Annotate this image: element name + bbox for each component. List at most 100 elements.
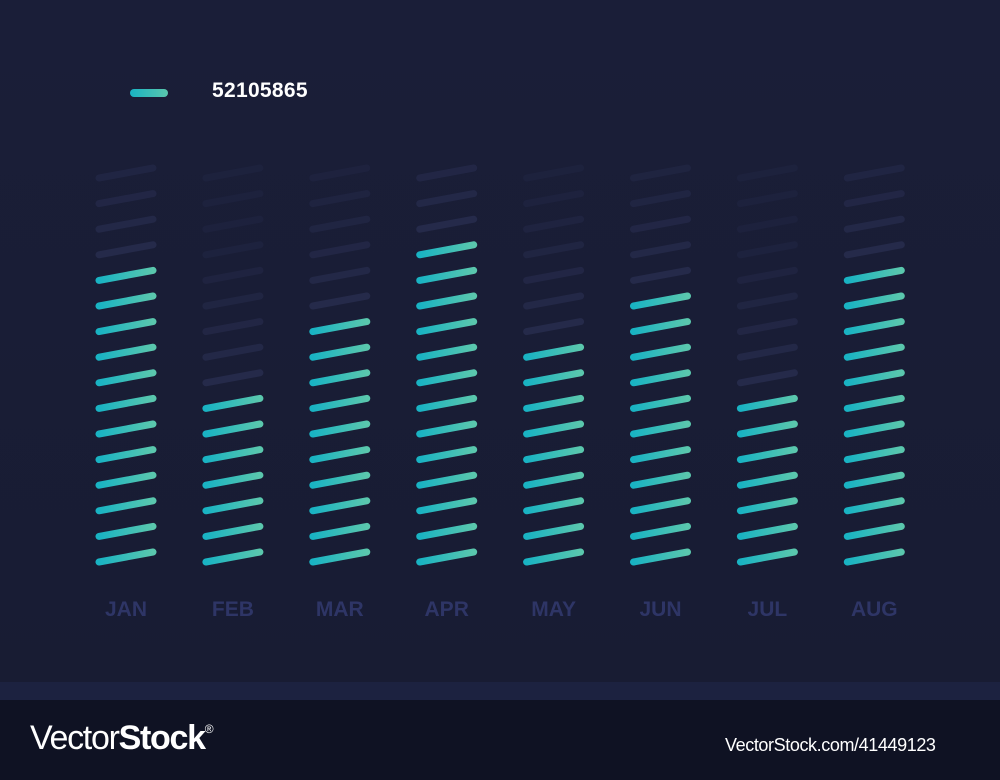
bar-segment-filled [630, 471, 691, 489]
bar-segment-empty [202, 369, 264, 387]
bar-segment-empty [202, 266, 264, 284]
bar-segment-filled [95, 343, 157, 361]
bar-segment-filled [416, 241, 478, 259]
bar-segment-filled [416, 522, 478, 540]
bar-segment-filled [736, 446, 798, 464]
chart-panel [0, 0, 1000, 682]
bar-segment-empty [736, 215, 798, 233]
bar-segment-filled [202, 497, 264, 515]
bar-segment-filled [309, 318, 371, 336]
bar-chart: JAN FEB MAR APR MAY JUN JUL AUG [95, 164, 905, 621]
bar-segment-empty [523, 164, 585, 182]
bar-segment-filled [309, 420, 371, 438]
bar-segment-empty [309, 215, 371, 233]
bar-segment-empty [736, 343, 798, 361]
bar-segment-filled [843, 548, 905, 566]
bar-segment-filled [843, 446, 905, 464]
x-axis-ticks: JAN FEB MAR APR MAY JUN JUL AUG [105, 598, 898, 621]
bar-segment-empty [202, 241, 264, 259]
bar-segment-empty [630, 266, 691, 284]
bar-segment-filled [736, 394, 798, 412]
bar-segment-filled [736, 497, 798, 515]
bar-segment-filled [202, 420, 264, 438]
bar-segment-filled [630, 343, 691, 361]
x-tick-label: MAY [531, 598, 576, 621]
bar-segment-filled [309, 394, 371, 412]
bar-segment-filled [95, 548, 157, 566]
bar-segment-filled [202, 548, 264, 566]
bar-segment-filled [309, 497, 371, 515]
bar-segment-empty [309, 164, 371, 182]
bar-segment-filled [523, 369, 585, 387]
bar-segment-filled [630, 522, 691, 540]
bar-aug [843, 164, 905, 566]
bar-segment-filled [523, 343, 585, 361]
bar-segment-filled [95, 471, 157, 489]
bar-segment-empty [523, 215, 585, 233]
bar-segment-filled [95, 292, 157, 310]
x-tick-label: JAN [105, 598, 147, 621]
bar-segment-filled [736, 522, 798, 540]
bar-segment-empty [202, 318, 264, 336]
bar-segment-filled [843, 369, 905, 387]
bar-segment-empty [95, 215, 157, 233]
bar-segment-empty [630, 215, 691, 233]
bar-segment-filled [416, 369, 478, 387]
bar-segment-empty [843, 241, 905, 259]
bar-segment-filled [630, 446, 691, 464]
bars-group [95, 164, 905, 566]
bar-segment-filled [736, 471, 798, 489]
bar-segment-empty [95, 190, 157, 208]
bar-segment-filled [416, 548, 478, 566]
watermark-footer [0, 700, 1000, 780]
bar-segment-empty [630, 164, 691, 182]
bar-segment-filled [95, 266, 157, 284]
x-tick-label: JUN [639, 598, 681, 621]
bar-segment-filled [630, 548, 691, 566]
bar-segment-empty [309, 266, 371, 284]
bar-segment-filled [95, 318, 157, 336]
bar-segment-empty [736, 369, 798, 387]
bar-segment-filled [523, 471, 585, 489]
bar-may [523, 164, 585, 566]
bar-segment-filled [309, 343, 371, 361]
bar-segment-filled [416, 446, 478, 464]
bar-segment-filled [95, 420, 157, 438]
bar-segment-filled [523, 420, 585, 438]
bar-segment-empty [843, 164, 905, 182]
bar-segment-empty [523, 266, 585, 284]
bar-segment-filled [843, 420, 905, 438]
divider-stripe [0, 682, 1000, 700]
x-tick-label: AUG [851, 598, 898, 621]
bar-segment-empty [630, 241, 691, 259]
bar-segment-filled [416, 394, 478, 412]
x-tick-label: FEB [212, 598, 254, 621]
bar-segment-filled [843, 292, 905, 310]
bar-segment-filled [309, 446, 371, 464]
bar-segment-empty [523, 292, 585, 310]
bar-segment-empty [630, 190, 691, 208]
bar-segment-filled [95, 394, 157, 412]
bar-segment-filled [630, 420, 691, 438]
x-tick-label: JUL [748, 598, 788, 621]
bar-segment-empty [416, 190, 478, 208]
bar-jul [736, 164, 798, 566]
bar-segment-filled [630, 292, 691, 310]
bar-segment-filled [843, 471, 905, 489]
bar-segment-empty [523, 190, 585, 208]
bar-segment-empty [523, 241, 585, 259]
bar-segment-filled [416, 471, 478, 489]
bar-apr [416, 164, 478, 566]
bar-segment-filled [843, 318, 905, 336]
bar-segment-filled [202, 471, 264, 489]
bar-segment-filled [95, 497, 157, 515]
bar-segment-empty [202, 343, 264, 361]
bar-segment-filled [309, 471, 371, 489]
bar-segment-filled [416, 318, 478, 336]
bar-segment-filled [843, 522, 905, 540]
bar-feb [202, 164, 264, 566]
bar-segment-empty [736, 292, 798, 310]
bar-segment-filled [202, 446, 264, 464]
bar-segment-filled [630, 497, 691, 515]
image-id-text: VectorStock.com/41449123 [725, 735, 936, 755]
